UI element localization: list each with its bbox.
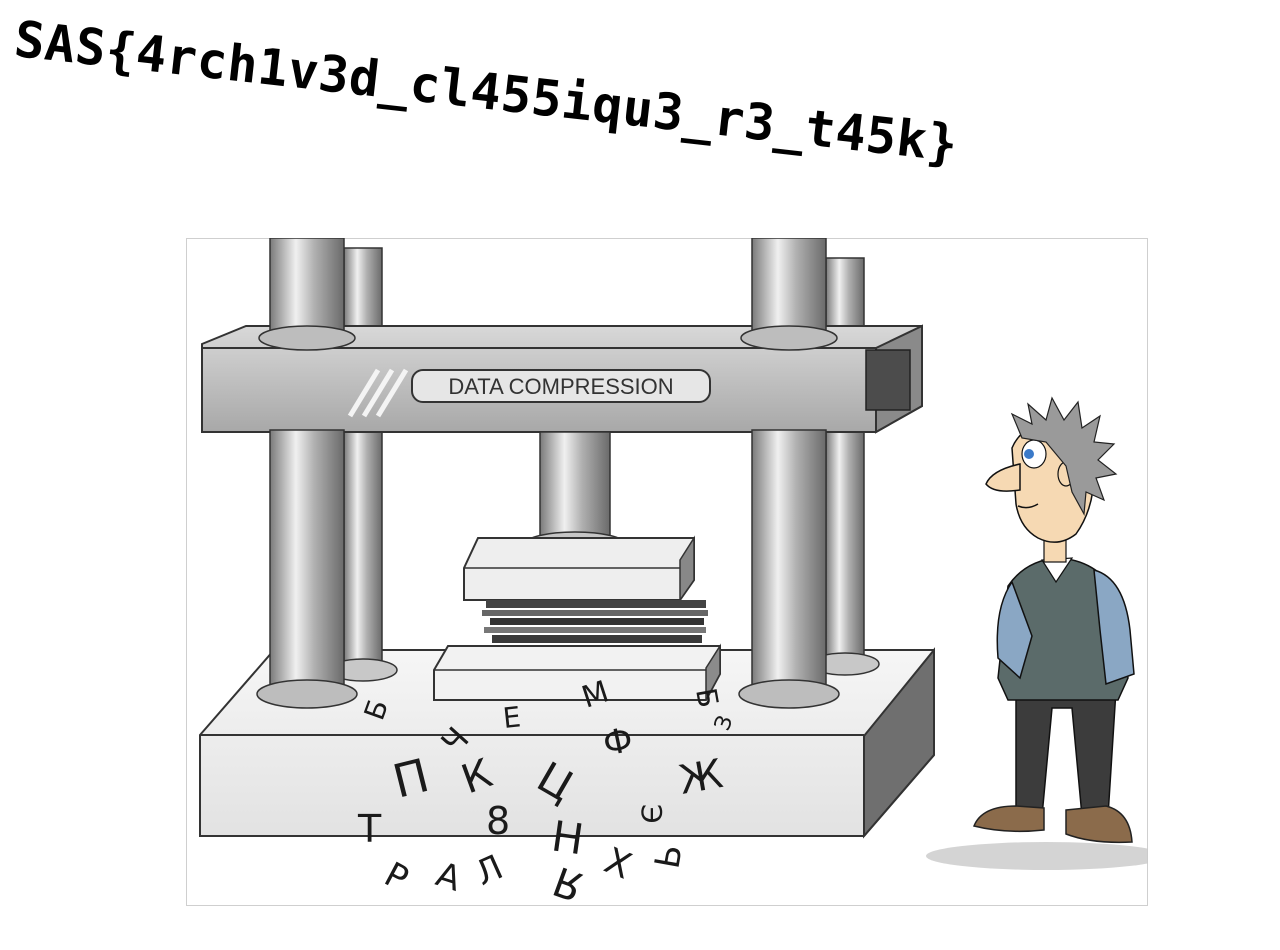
press-column-back-left [328, 247, 398, 682]
flag-text: SAS{4rch1v3d_cl455iqu3_r3_t45k} [11, 10, 961, 174]
data-compression-illustration: DATA COMPRESSION [186, 238, 1148, 906]
press-column-front-right [738, 238, 840, 709]
press-top-beam: DATA COMPRESSION [201, 324, 923, 434]
press-ram [463, 431, 695, 603]
letter: Т [357, 807, 382, 851]
letter: Е [501, 700, 522, 735]
letter: 8 [486, 799, 510, 843]
letter: Ж [676, 751, 726, 804]
compressed-papers-icon [433, 600, 721, 701]
letter: Н [549, 811, 587, 864]
cartoon-man-icon [926, 396, 1148, 870]
press-label: DATA COMPRESSION [448, 374, 673, 399]
press-column-front-left [256, 238, 358, 709]
letter: Э [635, 804, 668, 824]
stripes-icon [347, 368, 409, 418]
